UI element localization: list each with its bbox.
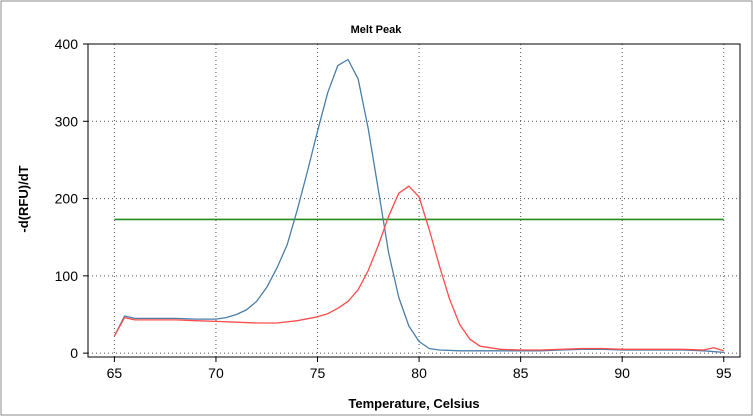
ticks-layer: 65 70 75 80 85 90 95 0 100 200 300 400 bbox=[55, 36, 732, 381]
y-tick-label: 0 bbox=[70, 345, 78, 361]
plot-area-border bbox=[87, 43, 741, 358]
y-axis-title: -d(RFU)/dT bbox=[16, 165, 31, 232]
x-tick-label: 95 bbox=[716, 365, 732, 381]
x-axis-title: Temperature, Celsius bbox=[348, 396, 479, 411]
x-tick-label: 70 bbox=[208, 365, 224, 381]
y-tick-label: 200 bbox=[55, 191, 79, 207]
x-tick-label: 85 bbox=[513, 365, 529, 381]
x-tick-label: 80 bbox=[411, 365, 427, 381]
y-tick-label: 300 bbox=[55, 113, 79, 129]
series-line-2 bbox=[113, 185, 724, 352]
y-tick-label: 400 bbox=[55, 36, 79, 52]
chart-title: Melt Peak bbox=[351, 24, 403, 36]
x-tick-label: 65 bbox=[107, 365, 123, 381]
x-tick-label: 75 bbox=[310, 365, 326, 381]
series-line-1 bbox=[113, 58, 724, 354]
series-layer bbox=[113, 58, 724, 354]
y-tick-label: 100 bbox=[55, 268, 79, 284]
x-tick-label: 90 bbox=[614, 365, 630, 381]
